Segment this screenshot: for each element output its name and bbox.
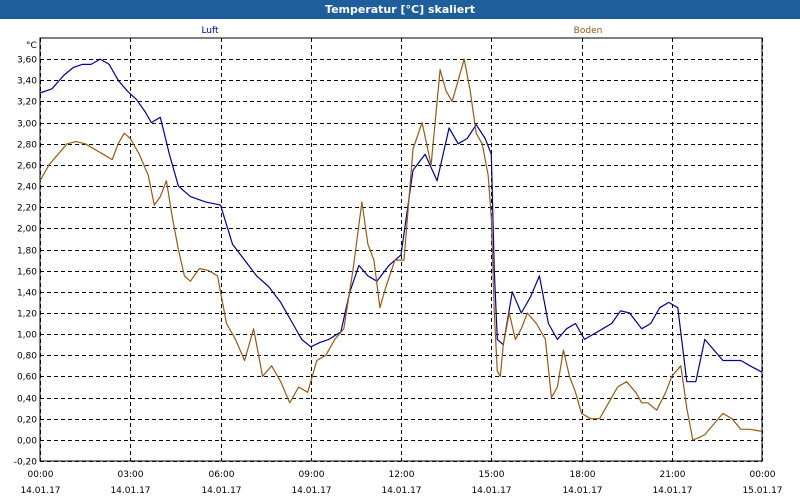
x-tick-date: 14.01.17	[110, 486, 150, 496]
x-tick-date: 15.01.17	[742, 486, 782, 496]
y-tick-label: 2,20	[17, 204, 37, 214]
y-tick-label: -0,20	[14, 458, 38, 468]
x-tick-time: 15:00	[479, 470, 505, 480]
y-tick-label: 2,80	[17, 141, 37, 151]
x-tick-date: 14.01.17	[381, 486, 421, 496]
plot-frame	[39, 37, 763, 462]
y-tick-label: 3,00	[17, 120, 37, 130]
y-tick-label: 2,60	[17, 162, 37, 172]
x-tick-time: 12:00	[389, 470, 415, 480]
y-tick-label: 3,60	[17, 56, 37, 66]
y-tick-label: 3,20	[17, 98, 37, 108]
x-axis: 00:00 14.01.17 03:00 14.01.17 06:00 14.01.17 0…	[20, 470, 782, 496]
x-tick-time: 06:00	[209, 470, 235, 480]
x-tick-time: 21:00	[660, 470, 686, 480]
legend: Luft Boden	[201, 26, 602, 36]
y-tick-label: 1,20	[17, 310, 37, 320]
x-tick-time: 03:00	[118, 470, 144, 480]
y-tick-label: 1,00	[17, 331, 37, 341]
series-line-luft	[39, 58, 763, 383]
series-lines	[39, 58, 763, 441]
x-tick-date: 14.01.17	[20, 486, 60, 496]
x-tick-time: 18:00	[570, 470, 596, 480]
y-tick-label: 0,20	[17, 416, 37, 426]
x-tick-time: 00:00	[750, 470, 776, 480]
y-tick-label: 2,40	[17, 183, 37, 193]
series-line-boden	[39, 58, 763, 441]
y-tick-label: 1,80	[17, 247, 37, 257]
x-tick-date: 14.01.17	[291, 486, 331, 496]
legend-luft: Luft	[201, 26, 219, 36]
y-tick-label: 1,40	[17, 289, 37, 299]
y-tick-label: 0,80	[17, 352, 37, 362]
y-tick-label: 0,60	[17, 373, 37, 383]
x-tick-date: 14.01.17	[471, 486, 511, 496]
y-axis: -0,20 0,00 0,20 0,40 0,60 0,80 1,00 1,20 1,40 1,6…	[14, 56, 38, 468]
x-tick-date: 14.01.17	[201, 486, 241, 496]
x-tick-date: 14.01.17	[652, 486, 692, 496]
y-tick-label: 1,60	[17, 268, 37, 278]
y-axis-label: °C	[26, 41, 37, 51]
x-tick-time: 09:00	[299, 470, 325, 480]
y-tick-label: 0,40	[17, 395, 37, 405]
y-tick-label: 2,00	[17, 225, 37, 235]
x-tick-time: 00:00	[28, 470, 54, 480]
y-tick-label: 3,40	[17, 77, 37, 87]
window-title: Temperatur [°C] skaliert	[0, 0, 800, 19]
x-tick-date: 14.01.17	[562, 486, 602, 496]
y-tick-label: 0,00	[17, 437, 37, 447]
legend-boden: Boden	[574, 26, 603, 36]
